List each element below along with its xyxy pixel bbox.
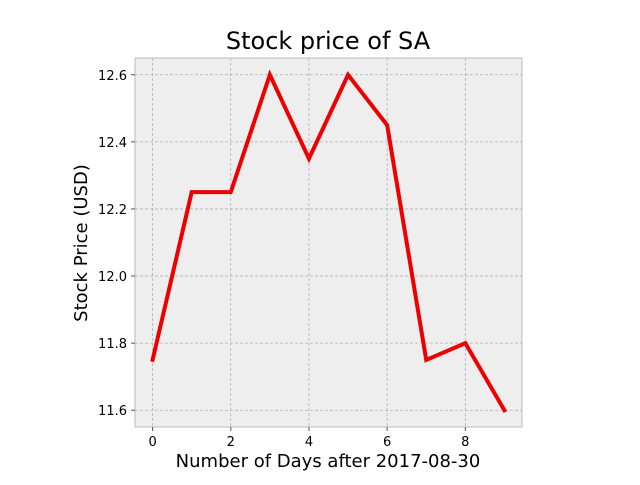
y-tick-label: 12.0 bbox=[98, 270, 127, 285]
x-tick-label: 2 bbox=[227, 435, 235, 450]
x-tick-label: 4 bbox=[305, 435, 313, 450]
y-tick-label: 12.6 bbox=[98, 69, 127, 84]
x-tick-label: 8 bbox=[461, 435, 469, 450]
chart-title: Stock price of SA bbox=[226, 27, 431, 55]
y-tick-label: 12.4 bbox=[98, 136, 127, 151]
x-tick-label: 6 bbox=[383, 435, 391, 450]
x-axis-label: Number of Days after 2017-08-30 bbox=[176, 451, 481, 472]
y-axis-label: Stock Price (USD) bbox=[71, 164, 92, 322]
y-tick-label: 12.2 bbox=[98, 203, 127, 218]
x-tick-label: 0 bbox=[148, 435, 156, 450]
y-tick-label: 11.8 bbox=[98, 337, 127, 352]
y-tick-label: 11.6 bbox=[98, 404, 127, 419]
